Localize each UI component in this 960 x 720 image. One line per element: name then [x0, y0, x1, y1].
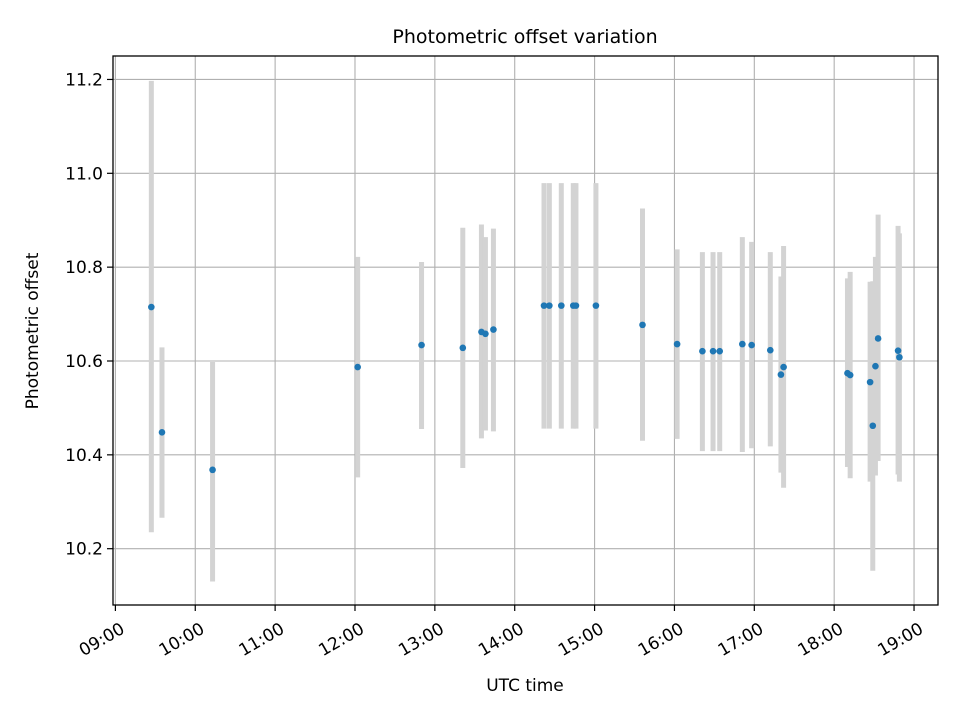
data-point [546, 302, 553, 309]
x-tick-label: 10:00 [156, 619, 208, 661]
y-axis-label: Photometric offset [23, 252, 43, 409]
data-point [846, 371, 854, 379]
data-point [866, 378, 874, 386]
x-tick-label: 19:00 [874, 619, 926, 661]
y-tick-label: 11.2 [65, 70, 103, 90]
x-tick-label: 17:00 [715, 619, 767, 661]
data-point [572, 302, 580, 309]
data-point [748, 341, 755, 349]
data-point [418, 341, 425, 349]
data-point [739, 340, 746, 348]
plot-frame [112, 55, 939, 606]
data-point [872, 362, 879, 370]
data-point [780, 363, 787, 371]
x-tick-label: 18:00 [795, 619, 847, 661]
x-axis-label: UTC time [486, 676, 564, 696]
grid-lines [113, 56, 938, 605]
data-point [592, 302, 600, 309]
x-tick-label: 11:00 [236, 619, 288, 661]
data-point [490, 326, 497, 333]
data-point [709, 347, 717, 355]
data-point [354, 363, 361, 371]
data-point [459, 344, 467, 352]
chart-title: Photometric offset variation [392, 26, 657, 48]
x-tick-label: 12:00 [315, 619, 367, 661]
data-point [558, 302, 565, 309]
data-point [148, 303, 155, 311]
data-points [148, 302, 903, 474]
y-tick-label: 10.4 [65, 446, 103, 466]
x-tick-label: 09:00 [76, 619, 128, 661]
y-tick-label: 10.8 [65, 258, 103, 278]
y-tick-label: 10.6 [65, 352, 103, 372]
data-point [896, 353, 903, 361]
data-point [699, 347, 706, 355]
data-point [869, 422, 877, 430]
data-point [540, 302, 548, 309]
data-point [777, 371, 785, 378]
x-tick-label: 16:00 [635, 619, 687, 661]
data-point [673, 340, 681, 348]
data-point [639, 321, 646, 329]
x-tick-label: 15:00 [555, 619, 607, 661]
data-point [716, 347, 724, 355]
data-point [894, 347, 902, 354]
x-axis: 09:00 10:00 11:00 12:00 13:00 14:00 15:00 16:00… [76, 605, 927, 661]
data-point [209, 466, 216, 474]
y-axis: 10.2 10.4 10.6 10.8 11.0 11.2 [65, 70, 113, 560]
data-point [158, 429, 166, 436]
y-tick-label: 11.0 [65, 164, 103, 184]
x-tick-label: 14:00 [475, 619, 527, 661]
data-point [766, 346, 774, 354]
y-tick-label: 10.2 [65, 540, 103, 560]
data-point [482, 330, 489, 338]
x-tick-label: 13:00 [395, 619, 447, 661]
error-bars [148, 80, 902, 582]
data-point [874, 335, 882, 342]
